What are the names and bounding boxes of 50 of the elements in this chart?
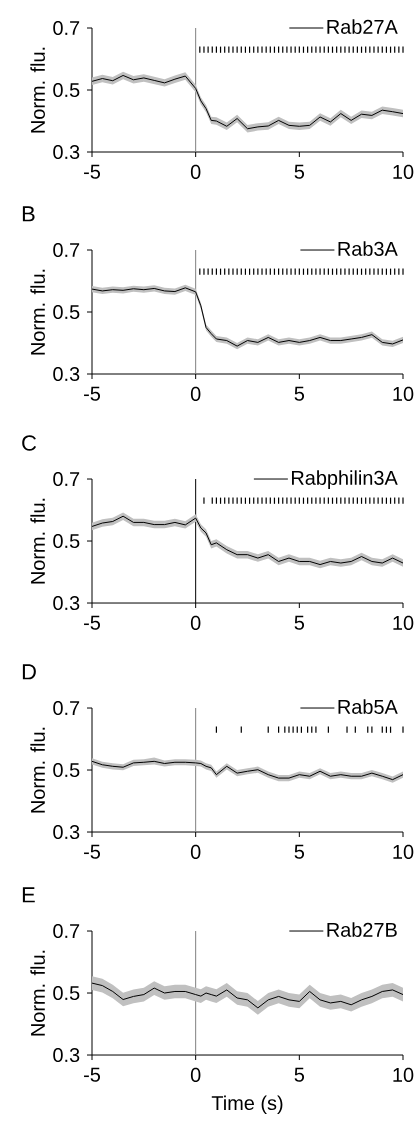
y-tick-label: 0.7	[53, 471, 80, 487]
y-tick-label: 0.7	[53, 20, 80, 36]
y-tick-label: 0.3	[53, 824, 80, 840]
y-tick-label: 0.7	[53, 242, 80, 258]
x-tick-label: 0	[190, 844, 201, 859]
y-axis-title: Norm. flu.	[30, 950, 45, 1036]
x-tick-label: 10	[393, 1067, 414, 1082]
chart-title: D	[22, 664, 36, 680]
y-tick-label: 0.5	[53, 985, 80, 1001]
chart-title: C	[22, 435, 37, 451]
x-tick-label: 10	[393, 615, 414, 630]
x-tick-label: 0	[190, 1067, 201, 1082]
y-tick-label: 0.3	[53, 144, 80, 160]
x-tick-label: -5	[84, 1067, 101, 1082]
y-tick-label: 0.5	[53, 762, 80, 778]
y-axis-title: Norm. flu.	[30, 498, 45, 584]
chart-title: B	[22, 206, 35, 222]
y-axis-title: Norm. flu.	[30, 269, 45, 355]
legend-label: Rab3A	[338, 241, 398, 256]
x-tick-label: 5	[294, 386, 305, 401]
x-tick-label: 10	[393, 164, 414, 179]
y-tick-label: 0.7	[53, 923, 80, 939]
x-tick-label: 10	[393, 386, 414, 401]
x-tick-label: 5	[294, 1067, 305, 1082]
x-tick-label: 0	[190, 615, 201, 630]
x-tick-label: -5	[84, 386, 101, 401]
x-tick-label: -5	[84, 164, 101, 179]
y-tick-label: 0.5	[53, 533, 80, 549]
x-tick-label: 10	[393, 844, 414, 859]
x-axis-title: Time (s)	[211, 1095, 283, 1115]
legend-label: Rabphilin3A	[292, 470, 398, 489]
y-tick-label: 0.3	[53, 366, 80, 382]
legend-label: Rab27B	[327, 922, 397, 937]
y-axis-title: Norm. flu.	[30, 727, 45, 813]
y-tick-label: 0.5	[53, 304, 80, 320]
legend-label: Rab27A	[327, 19, 398, 34]
x-tick-label: 5	[294, 844, 305, 859]
x-tick-label: 5	[294, 615, 305, 630]
y-tick-label: 0.5	[53, 82, 80, 98]
y-tick-label: 0.7	[53, 700, 80, 716]
chart-title: E	[22, 887, 35, 903]
x-tick-label: 5	[294, 164, 305, 179]
y-tick-label: 0.3	[53, 595, 80, 611]
y-tick-label: 0.3	[53, 1047, 80, 1063]
x-tick-label: 0	[190, 386, 201, 401]
x-tick-label: 0	[190, 164, 201, 179]
x-tick-label: -5	[84, 615, 101, 630]
y-axis-title: Norm. flu.	[30, 47, 45, 133]
x-tick-label: -5	[84, 844, 101, 859]
legend-label: Rab5A	[338, 699, 398, 714]
